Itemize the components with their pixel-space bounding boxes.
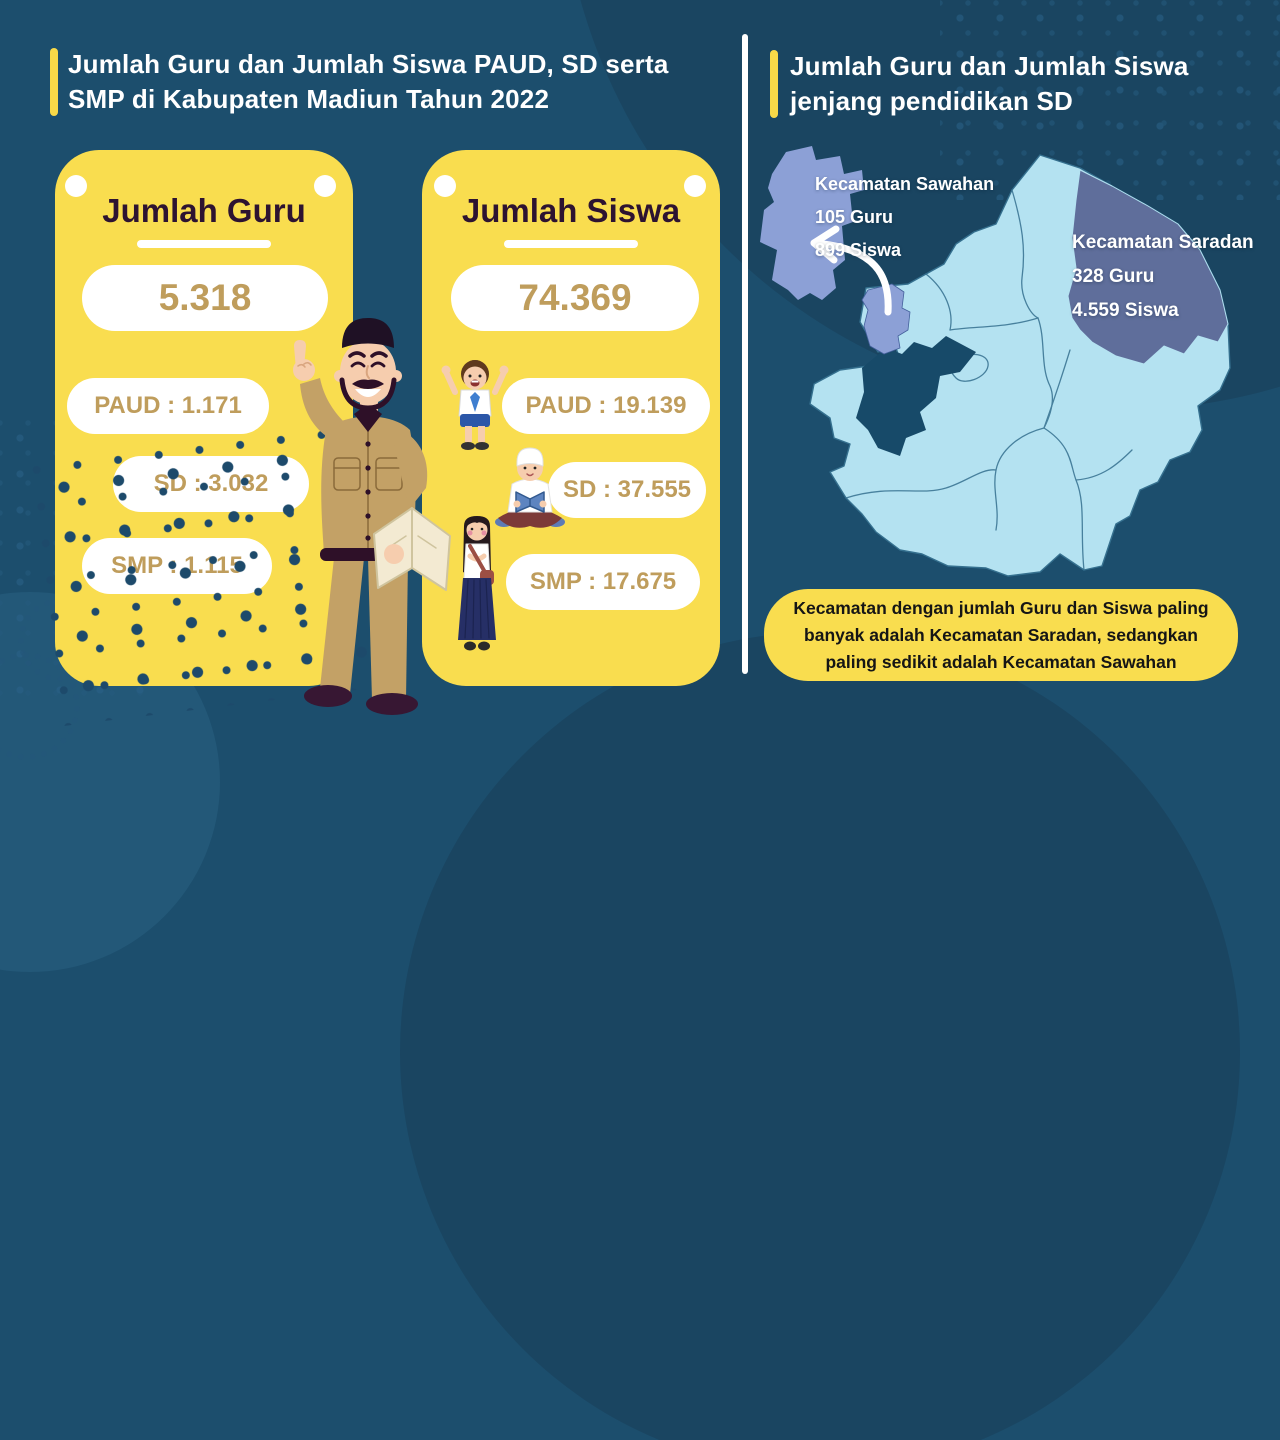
kabupaten-madiun-map	[760, 146, 1231, 577]
reading-student-illustration	[495, 447, 565, 528]
siswa-sd-pill: SD : 37.555	[548, 462, 706, 518]
card-pin-circle	[314, 175, 336, 197]
annotation-sawahan: Kecamatan Sawahan 105 Guru 899 Siswa	[815, 168, 994, 267]
right-panel-title: Jumlah Guru dan Jumlah Siswa jenjang pen…	[790, 49, 1250, 119]
map-arrow	[810, 225, 892, 316]
annotation-saradan-guru: 328 Guru	[1072, 266, 1155, 287]
background-circle-bottomcenter	[400, 632, 1240, 1440]
map-district-sawahan	[861, 283, 911, 355]
background-dots-topright	[940, 0, 1280, 200]
right-title-line1: Jumlah Guru dan Jumlah Siswa	[790, 51, 1189, 81]
card-title-underline	[504, 240, 638, 248]
left-title-accent-bar	[50, 48, 58, 116]
panel-divider-line	[742, 34, 748, 674]
annotation-sawahan-guru: 105 Guru	[815, 207, 894, 227]
siswa-paud-pill: PAUD : 19.139	[502, 378, 710, 434]
right-title-accent-bar	[770, 50, 778, 118]
annotation-sawahan-siswa: 899 Siswa	[815, 240, 902, 260]
card-pin-circle	[684, 175, 706, 197]
left-title-line1: Jumlah Guru dan Jumlah Siswa PAUD, SD se…	[68, 49, 669, 79]
left-panel-title: Jumlah Guru dan Jumlah Siswa PAUD, SD se…	[68, 47, 748, 117]
map-sawahan-enlarged	[760, 146, 864, 300]
card-pin-circle	[434, 175, 456, 197]
map-district-saradan	[1067, 169, 1229, 365]
cheering-student-illustration	[441, 360, 509, 450]
map-city-cutout	[856, 336, 976, 456]
annotation-saradan-name: Kecamatan Saradan	[1072, 232, 1254, 253]
annotation-sawahan-name: Kecamatan Sawahan	[815, 174, 995, 194]
card-siswa-title: Jumlah Siswa	[461, 192, 681, 229]
left-title-line2: SMP di Kabupaten Madiun Tahun 2022	[68, 84, 550, 114]
card-title-underline	[137, 240, 271, 248]
right-title-line2: jenjang pendidikan SD	[790, 86, 1074, 116]
card-guru-title: Jumlah Guru	[102, 192, 306, 229]
annotation-saradan: Kecamatan Saradan 328 Guru 4.559 Siswa	[1072, 226, 1254, 328]
guru-paud-pill: PAUD : 1.171	[67, 378, 269, 434]
annotation-saradan-siswa: 4.559 Siswa	[1072, 300, 1179, 321]
teacher-illustration	[293, 318, 451, 715]
schoolgirl-illustration	[458, 516, 496, 651]
card-pin-circle	[65, 175, 87, 197]
siswa-smp-pill: SMP : 17.675	[506, 554, 700, 610]
conclusion-note: Kecamatan dengan jumlah Guru dan Siswa p…	[764, 589, 1238, 681]
siswa-total-pill: 74.369	[451, 265, 699, 331]
card-jumlah-siswa: Jumlah Siswa 74.369 PAUD : 19.139 SD : 3…	[422, 150, 720, 686]
conclusion-note-text: Kecamatan dengan jumlah Guru dan Siswa p…	[793, 597, 1209, 672]
map-district-borders	[845, 189, 1133, 571]
guru-total-pill: 5.318	[82, 265, 328, 331]
